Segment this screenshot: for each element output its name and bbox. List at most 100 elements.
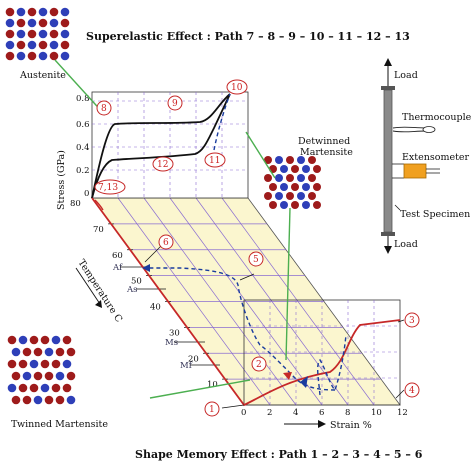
atom (275, 156, 283, 164)
specimen-bar (383, 89, 393, 233)
path-marker-6: 6 (163, 238, 169, 248)
atom (38, 7, 48, 17)
atom (5, 51, 15, 61)
af-label: Af (112, 263, 123, 273)
atom (297, 156, 305, 164)
lower-panel-grid (244, 300, 400, 405)
temperature-ticks: 80 70 60 50 40 30 20 10 (70, 199, 228, 390)
atom (291, 165, 299, 173)
twinned-martensite-lattice (7, 335, 76, 405)
grip-bottom (381, 232, 395, 236)
path-marker-2: 2 (256, 360, 262, 370)
path-marker-7-13: 7,13 (98, 183, 118, 193)
atom (291, 201, 299, 209)
atom (60, 18, 70, 28)
atom (308, 192, 316, 200)
blue-shape-memory-path (150, 267, 347, 396)
atom (286, 156, 294, 164)
path-marker-ring (96, 100, 112, 116)
temperature-tick: 10 (207, 380, 218, 390)
atom (27, 40, 37, 50)
path-marker-ring (167, 95, 183, 111)
atom (16, 7, 26, 17)
temperature-strain-plane (91, 197, 401, 406)
shape-memory-title: Shape Memory Effect : Path 1 – 2 – 3 – 4… (135, 448, 423, 461)
atom (22, 395, 32, 405)
path-marker-12: 12 (157, 160, 168, 170)
grip-top (381, 86, 395, 90)
atom (38, 40, 48, 50)
atom (60, 29, 70, 39)
path-marker-ring (152, 156, 174, 172)
load-top-label: Load (394, 70, 418, 81)
strain-tick: 0 (241, 408, 246, 418)
temperature-tick: 30 (169, 328, 180, 338)
atom (44, 395, 54, 405)
path-marker-ring (251, 356, 267, 372)
atom (5, 18, 15, 28)
red-path-start (94, 199, 104, 211)
atom (275, 192, 283, 200)
load-arrowhead-bottom (384, 246, 392, 254)
path-marker-ring (158, 234, 174, 250)
strain-tick: 4 (293, 408, 298, 418)
atom (60, 7, 70, 17)
atom (51, 359, 61, 369)
atom (275, 174, 283, 182)
stress-axis-label: Stress (GPa) (56, 150, 67, 210)
atom (302, 165, 310, 173)
temperature-arrowhead (95, 300, 102, 308)
atom (27, 18, 37, 28)
atom (55, 371, 65, 381)
atom (5, 40, 15, 50)
atom (264, 174, 272, 182)
superelastic-dashed-return (213, 93, 231, 151)
atom (62, 359, 72, 369)
path-marker-9: 9 (172, 99, 178, 109)
temperature-tick: 50 (131, 277, 142, 287)
plane-grid (111, 197, 381, 406)
atom (44, 347, 54, 357)
atom (5, 29, 15, 39)
atom (27, 7, 37, 17)
strain-tick: 8 (345, 408, 350, 418)
atom (5, 7, 15, 17)
ms-label: Ms (165, 338, 178, 348)
atom (33, 347, 43, 357)
atom (18, 335, 28, 345)
path-marker-4: 4 (409, 386, 415, 396)
atom (27, 29, 37, 39)
detwinned-label-2: Martensite (300, 147, 353, 158)
atom (18, 383, 28, 393)
strain-tick: 2 (267, 408, 272, 418)
stress-strain-panel: Stress (GPa) 0.8 0.6 0.4 0.2 0 (56, 91, 249, 210)
atom (40, 383, 50, 393)
path-marker-10: 10 (231, 83, 243, 93)
temperature-tick: 20 (188, 354, 199, 364)
atom (308, 156, 316, 164)
atom (51, 335, 61, 345)
stress-tick-4: 0 (84, 189, 89, 199)
austenite-label: Austenite (19, 70, 66, 81)
strain-ticks: 0 2 4 6 8 10 12 (241, 408, 408, 418)
strain-tick: 10 (371, 408, 382, 418)
atom (308, 174, 316, 182)
temperature-tick: 40 (150, 303, 161, 313)
atom (280, 201, 288, 209)
atom (62, 335, 72, 345)
atom (313, 201, 321, 209)
atom (55, 395, 65, 405)
blue-path-arrowhead-left (142, 264, 150, 272)
detwinned-martensite-lattice (264, 156, 321, 209)
path-marker-ring (94, 179, 126, 195)
twinned-martensite-label: Twinned Martensite (11, 419, 108, 430)
superelastic-title: Superelastic Effect : Path 7 – 8 – 9 – 1… (86, 30, 410, 43)
atom (16, 18, 26, 28)
atom (38, 18, 48, 28)
temperature-tick: 80 (70, 199, 81, 209)
atom (29, 383, 39, 393)
atom (44, 371, 54, 381)
stress-tick-1: 0.6 (76, 120, 90, 130)
atom (264, 192, 272, 200)
